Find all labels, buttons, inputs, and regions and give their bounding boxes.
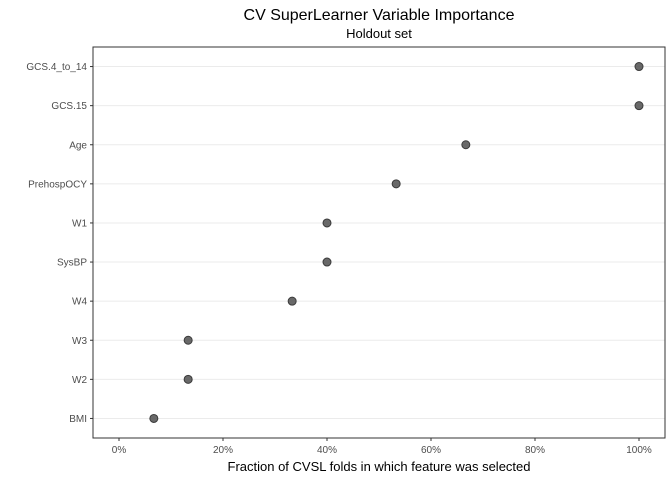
data-point bbox=[183, 335, 193, 345]
data-point bbox=[391, 179, 401, 189]
y-tick-label: GCS.4_to_14 bbox=[26, 62, 87, 73]
y-tick-label: W3 bbox=[72, 336, 87, 347]
data-point bbox=[149, 413, 159, 423]
data-point bbox=[183, 374, 193, 384]
data-point bbox=[634, 62, 644, 72]
y-axis: GCS.4_to_14 GCS.15 Age PrehospOCY W1 SysBP W4 W… bbox=[26, 62, 93, 425]
x-tick-label: 40% bbox=[317, 445, 337, 456]
data-point bbox=[461, 140, 471, 150]
y-tick-label: GCS.15 bbox=[51, 101, 87, 112]
x-tick-label: 0% bbox=[112, 445, 127, 456]
y-tick-label: W4 bbox=[72, 297, 87, 308]
y-tick-label: SysBP bbox=[57, 258, 87, 269]
x-tick-label: 60% bbox=[421, 445, 441, 456]
data-point bbox=[322, 218, 332, 228]
data-point bbox=[322, 257, 332, 267]
y-tick-label: Age bbox=[69, 140, 87, 151]
data-point bbox=[287, 296, 297, 306]
y-tick-label: W1 bbox=[72, 218, 87, 229]
x-tick-label: 100% bbox=[626, 445, 652, 456]
x-tick-label: 20% bbox=[213, 445, 233, 456]
chart-title: CV SuperLearner Variable Importance bbox=[244, 7, 515, 24]
x-tick-label: 80% bbox=[525, 445, 545, 456]
x-axis: 0% 20% 40% 60% 80% 100% bbox=[112, 438, 652, 456]
points-layer bbox=[149, 62, 644, 423]
chart-subtitle: Holdout set bbox=[346, 26, 412, 41]
y-tick-label: PrehospOCY bbox=[28, 179, 87, 190]
plot-panel bbox=[92, 46, 666, 439]
y-tick-label: W2 bbox=[72, 375, 87, 386]
grid-layer bbox=[93, 66, 665, 419]
x-axis-title: Fraction of CVSL folds in which feature … bbox=[228, 459, 531, 474]
y-tick-label: BMI bbox=[69, 414, 87, 425]
data-point bbox=[634, 101, 644, 111]
